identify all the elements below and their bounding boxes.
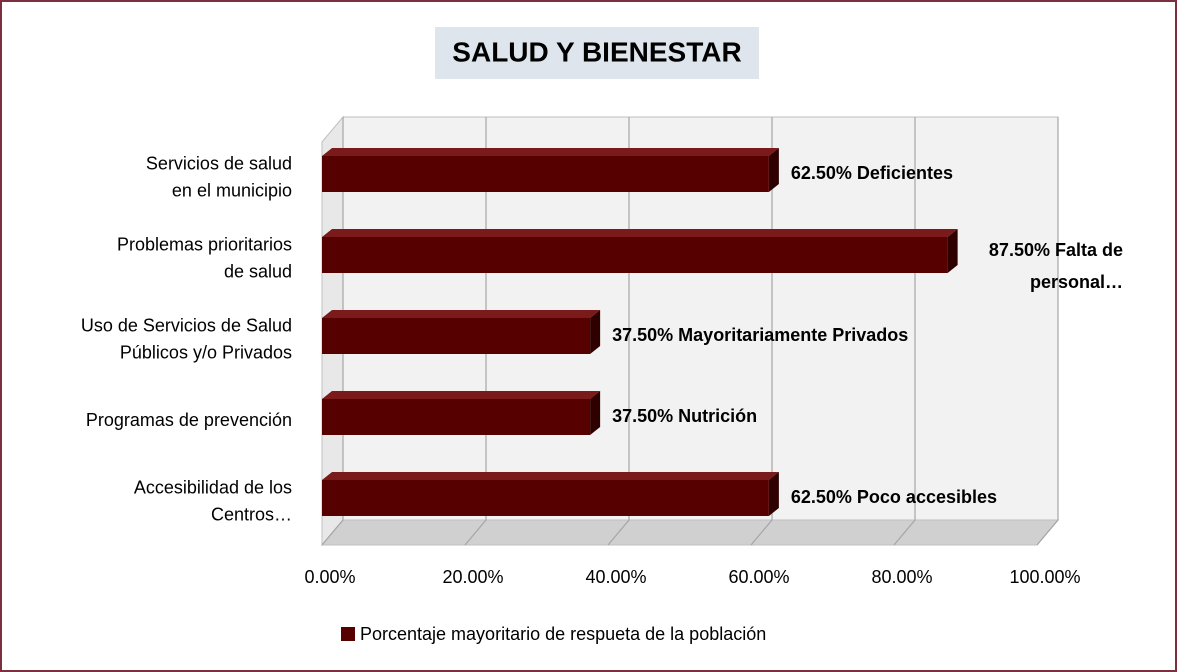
- bar-top: [322, 229, 958, 237]
- bar-top: [322, 310, 601, 318]
- bar-top: [322, 472, 779, 480]
- chart-title: SALUD Y BIENESTAR: [452, 36, 741, 67]
- x-tick-label: 40.00%: [585, 567, 646, 587]
- data-label: 37.50% Nutrición: [612, 406, 757, 426]
- bar: [322, 391, 601, 435]
- x-tick-label: 0.00%: [304, 567, 355, 587]
- bar-side: [590, 391, 601, 435]
- bar-top: [322, 391, 601, 399]
- bar: [322, 229, 958, 273]
- bar-side: [768, 148, 779, 192]
- bar: [322, 472, 779, 516]
- bar-front: [322, 156, 769, 192]
- bar: [322, 310, 601, 354]
- y-tick-label: Programas de prevención: [86, 410, 292, 430]
- bar-front: [322, 237, 948, 273]
- grid-line: [1036, 117, 1059, 546]
- bar-side: [590, 310, 601, 354]
- bar-side: [768, 472, 779, 516]
- x-tick-label: 20.00%: [442, 567, 503, 587]
- title-box: [435, 27, 759, 79]
- data-label: 62.50% Deficientes: [791, 163, 953, 183]
- y-tick-label: Accesibilidad de los Centros…: [134, 477, 292, 524]
- bar-front: [322, 480, 769, 516]
- y-tick-label: Servicios de salud en el municipio: [146, 153, 292, 200]
- legend-swatch: [341, 627, 355, 641]
- bar-front: [322, 399, 591, 435]
- legend-label: Porcentaje mayoritario de respueta de la…: [360, 624, 766, 644]
- bar: [322, 148, 779, 192]
- floor: [320, 519, 1060, 546]
- bar-front: [322, 318, 591, 354]
- x-tick-label: 100.00%: [1009, 567, 1080, 587]
- x-tick-label: 80.00%: [871, 567, 932, 587]
- data-label: 62.50% Poco accesibles: [791, 487, 997, 507]
- bar-side: [947, 229, 958, 273]
- bar-top: [322, 148, 779, 156]
- y-tick-label: Uso de Servicios de Salud Públicos y/o Pr…: [81, 315, 292, 362]
- y-tick-label: Problemas prioritarios de salud: [117, 234, 292, 281]
- data-label: 37.50% Mayoritariamente Privados: [612, 325, 908, 345]
- data-label: 87.50% Falta de personal…: [989, 240, 1123, 292]
- x-tick-label: 60.00%: [728, 567, 789, 587]
